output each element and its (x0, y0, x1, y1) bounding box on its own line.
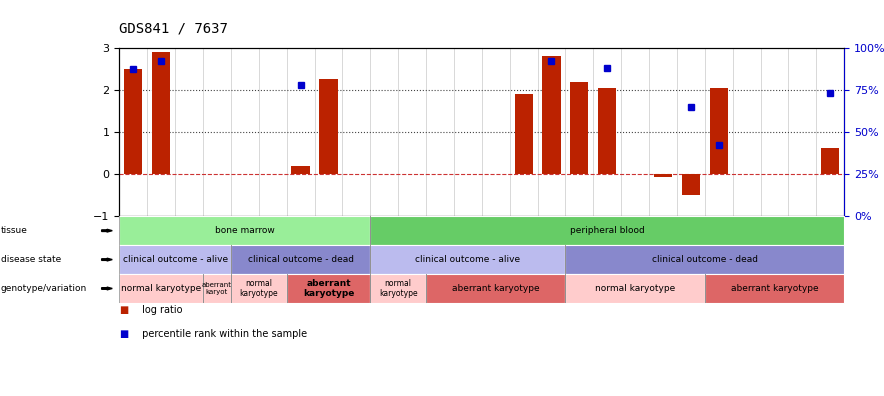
Bar (370, 274, 426, 303)
Bar (286, 274, 370, 303)
Text: log ratio: log ratio (139, 305, 182, 315)
Text: normal
karyotype: normal karyotype (240, 279, 278, 298)
Text: tissue: tissue (1, 226, 27, 235)
Text: GDS841 / 7637: GDS841 / 7637 (119, 22, 228, 36)
Text: ■: ■ (119, 329, 128, 339)
Text: normal karyotype: normal karyotype (121, 284, 202, 293)
Text: aberrant karyotype: aberrant karyotype (452, 284, 539, 293)
Bar (570, 82, 589, 174)
Text: clinical outcome - alive: clinical outcome - alive (415, 255, 521, 264)
Bar (426, 274, 566, 303)
Bar (705, 274, 844, 303)
Text: ■: ■ (119, 305, 128, 315)
Bar (125, 69, 142, 174)
Text: peripheral blood: peripheral blood (570, 226, 644, 235)
Bar (119, 245, 231, 274)
Bar (370, 245, 566, 274)
Text: clinical outcome - dead: clinical outcome - dead (652, 255, 758, 264)
Text: aberrant
karyotype: aberrant karyotype (302, 279, 354, 298)
Bar (654, 174, 672, 177)
Bar (370, 216, 844, 245)
Bar (821, 148, 839, 174)
Text: aberrant karyotype: aberrant karyotype (731, 284, 819, 293)
Bar (566, 274, 705, 303)
Bar (152, 52, 171, 174)
Bar (710, 88, 728, 174)
Bar (203, 274, 231, 303)
Bar (292, 166, 309, 174)
Bar (598, 88, 616, 174)
Bar (682, 174, 700, 195)
Text: normal karyotype: normal karyotype (595, 284, 675, 293)
Text: normal
karyotype: normal karyotype (379, 279, 417, 298)
Bar (514, 94, 533, 174)
Bar (231, 245, 370, 274)
Bar (119, 274, 203, 303)
Bar (543, 56, 560, 174)
Bar (566, 245, 844, 274)
Text: disease state: disease state (1, 255, 61, 264)
Text: bone marrow: bone marrow (215, 226, 275, 235)
Text: percentile rank within the sample: percentile rank within the sample (139, 329, 307, 339)
Bar (119, 216, 370, 245)
Bar (319, 79, 338, 174)
Text: aberrant
karyot: aberrant karyot (202, 282, 232, 295)
Bar (231, 274, 286, 303)
Text: genotype/variation: genotype/variation (1, 284, 88, 293)
Text: clinical outcome - dead: clinical outcome - dead (248, 255, 354, 264)
Text: clinical outcome - alive: clinical outcome - alive (123, 255, 228, 264)
